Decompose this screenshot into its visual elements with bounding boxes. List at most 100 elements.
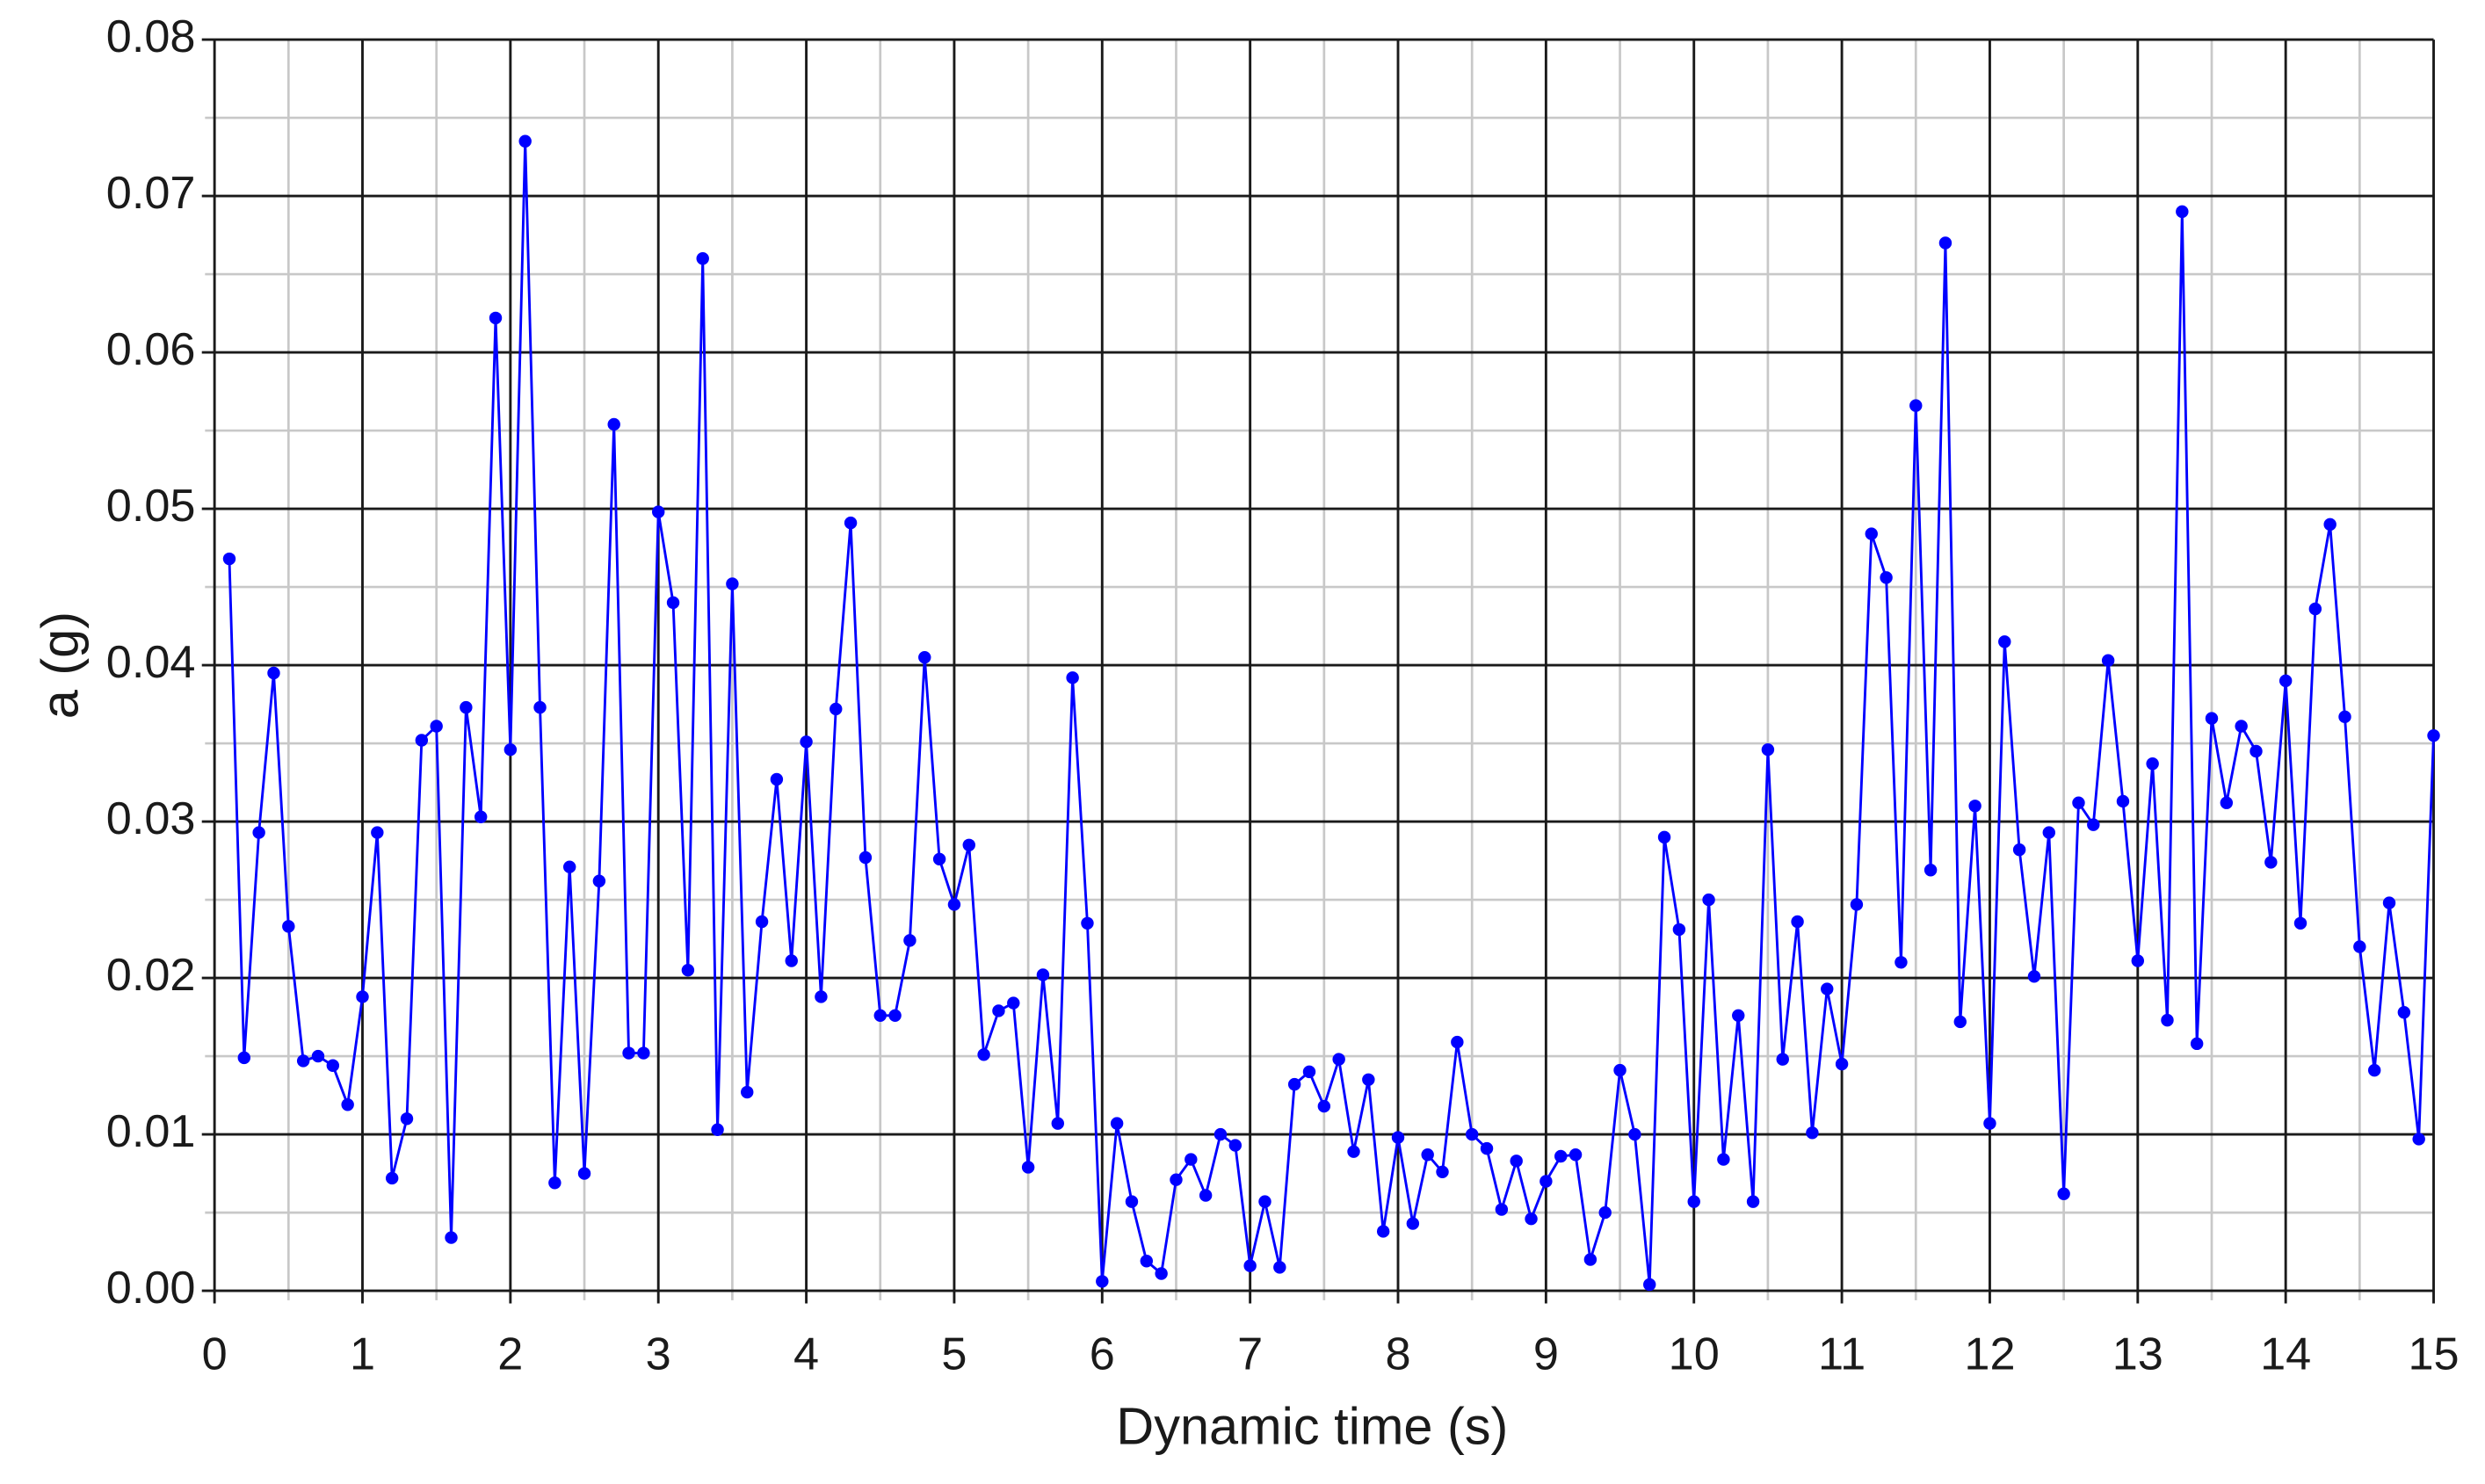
data-point bbox=[607, 417, 620, 431]
data-point bbox=[1924, 864, 1938, 877]
data-point bbox=[977, 1048, 990, 1061]
data-point bbox=[518, 134, 532, 148]
data-point bbox=[1317, 1099, 1331, 1113]
data-point bbox=[1895, 956, 1908, 969]
data-point bbox=[1185, 1153, 1198, 1166]
data-point bbox=[430, 720, 443, 733]
data-point bbox=[1258, 1195, 1271, 1208]
x-tick-label: 5 bbox=[941, 1329, 967, 1380]
x-tick-label: 15 bbox=[2408, 1329, 2459, 1380]
data-point bbox=[1436, 1165, 1449, 1179]
data-point bbox=[1583, 1253, 1598, 1266]
data-point bbox=[326, 1059, 340, 1072]
data-point bbox=[533, 700, 547, 714]
data-point bbox=[1613, 1063, 1626, 1077]
x-tick-label: 11 bbox=[1818, 1329, 1866, 1380]
data-point bbox=[1732, 1009, 1745, 1023]
data-point bbox=[1495, 1203, 1509, 1216]
y-axis-label: a (g) bbox=[31, 612, 90, 719]
data-point bbox=[1362, 1073, 1375, 1086]
x-tick-label: 13 bbox=[2112, 1329, 2163, 1380]
data-point bbox=[888, 1009, 902, 1023]
data-point bbox=[504, 742, 518, 756]
x-tick-label: 9 bbox=[1533, 1329, 1559, 1380]
data-point bbox=[1347, 1145, 1360, 1158]
data-point bbox=[1821, 982, 1834, 995]
data-point bbox=[1036, 968, 1050, 981]
data-point bbox=[1480, 1141, 1494, 1155]
data-point bbox=[222, 552, 236, 566]
data-point bbox=[785, 954, 798, 967]
data-point bbox=[1243, 1259, 1257, 1272]
data-point bbox=[1096, 1275, 1109, 1288]
x-tick-label: 10 bbox=[1669, 1329, 1720, 1380]
data-point bbox=[371, 826, 384, 839]
data-point bbox=[1051, 1117, 1064, 1130]
grid bbox=[201, 38, 2435, 1304]
x-tick-label: 4 bbox=[793, 1329, 819, 1380]
data-point bbox=[2161, 1013, 2174, 1027]
data-point bbox=[666, 596, 680, 610]
data-point bbox=[1066, 671, 1079, 684]
y-tick-label: 0.07 bbox=[106, 168, 196, 219]
data-point bbox=[1110, 1117, 1124, 1130]
data-point bbox=[267, 666, 280, 680]
data-point bbox=[859, 851, 873, 865]
data-point bbox=[356, 990, 369, 1003]
data-point bbox=[2264, 856, 2278, 869]
data-point bbox=[2012, 843, 2026, 857]
data-point bbox=[1510, 1155, 1523, 1168]
data-point bbox=[741, 1085, 754, 1099]
plot bbox=[222, 134, 2440, 1292]
data-point bbox=[1287, 1077, 1301, 1091]
data-point bbox=[2308, 602, 2322, 616]
data-point bbox=[1806, 1126, 1819, 1140]
data-point bbox=[296, 1054, 310, 1068]
data-point bbox=[2042, 826, 2056, 839]
data-point bbox=[2235, 720, 2248, 733]
data-point bbox=[815, 990, 828, 1003]
data-point bbox=[1465, 1127, 1479, 1141]
data-point bbox=[2131, 954, 2145, 967]
data-point bbox=[2176, 205, 2189, 219]
data-point bbox=[622, 1046, 635, 1060]
data-point bbox=[1554, 1149, 1568, 1163]
data-point bbox=[1021, 1161, 1035, 1174]
data-point bbox=[237, 1051, 251, 1065]
y-tick-label: 0.04 bbox=[106, 637, 196, 688]
data-point bbox=[1376, 1225, 1390, 1238]
data-point bbox=[1302, 1065, 1316, 1079]
data-point bbox=[1998, 635, 2011, 648]
x-tick-label: 6 bbox=[1090, 1329, 1115, 1380]
x-tick-label: 2 bbox=[497, 1329, 523, 1380]
x-tick-label: 1 bbox=[350, 1329, 375, 1380]
data-point bbox=[1672, 923, 1686, 937]
x-axis-label: Dynamic time (s) bbox=[1116, 1396, 1508, 1455]
data-point bbox=[562, 860, 576, 873]
data-point bbox=[1880, 571, 1893, 584]
data-point bbox=[1865, 527, 1878, 540]
data-point bbox=[2367, 1063, 2381, 1077]
data-point bbox=[2279, 674, 2293, 688]
data-point bbox=[962, 838, 975, 851]
x-tick-label: 7 bbox=[1237, 1329, 1263, 1380]
data-point bbox=[2101, 654, 2115, 667]
data-point bbox=[341, 1098, 354, 1111]
data-point bbox=[1155, 1267, 1168, 1280]
data-point bbox=[2427, 728, 2440, 742]
data-point bbox=[2190, 1037, 2204, 1051]
data-point bbox=[1628, 1127, 1641, 1141]
data-point bbox=[711, 1123, 724, 1136]
data-point bbox=[1525, 1212, 1538, 1226]
data-point bbox=[1702, 893, 1715, 907]
data-point bbox=[918, 650, 931, 664]
data-point bbox=[548, 1176, 561, 1190]
data-point bbox=[903, 934, 916, 947]
data-point bbox=[2338, 710, 2351, 724]
y-tick-label: 0.02 bbox=[106, 950, 196, 1001]
data-point bbox=[1125, 1195, 1139, 1208]
data-point bbox=[1214, 1127, 1228, 1141]
data-point bbox=[770, 772, 784, 786]
data-point bbox=[2087, 818, 2100, 831]
data-point bbox=[637, 1046, 650, 1060]
